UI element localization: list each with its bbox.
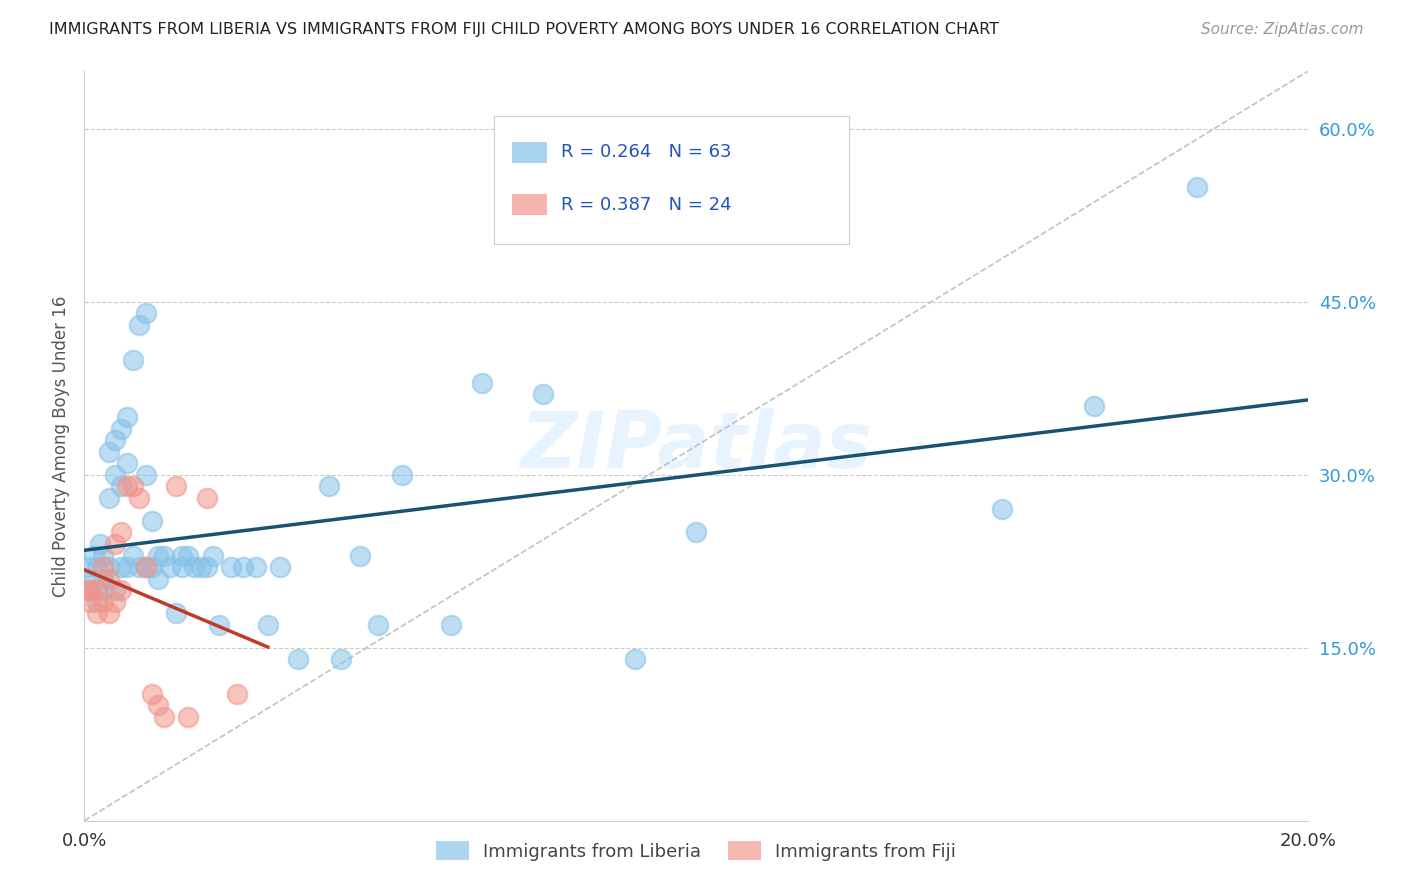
Point — [991, 502, 1014, 516]
Point — [257, 617, 280, 632]
Point — [165, 606, 187, 620]
Point — [79, 572, 101, 586]
Point — [89, 537, 111, 551]
Point — [79, 583, 101, 598]
Point — [110, 525, 132, 540]
Point — [91, 572, 114, 586]
Legend: Immigrants from Liberia, Immigrants from Fiji: Immigrants from Liberia, Immigrants from… — [429, 834, 963, 868]
Point — [471, 376, 494, 390]
Point — [76, 583, 98, 598]
Point — [97, 606, 120, 620]
Point — [128, 491, 150, 505]
Text: Source: ZipAtlas.com: Source: ZipAtlas.com — [1201, 22, 1364, 37]
Point — [104, 594, 127, 608]
Text: R = 0.264   N = 63: R = 0.264 N = 63 — [561, 144, 733, 161]
Point — [172, 560, 194, 574]
Point — [245, 560, 267, 574]
Point — [226, 687, 249, 701]
Point — [531, 387, 554, 401]
FancyBboxPatch shape — [513, 194, 547, 215]
Point — [135, 467, 157, 482]
Point — [128, 560, 150, 574]
Point — [86, 583, 108, 598]
Point — [159, 560, 181, 574]
Point — [330, 652, 353, 666]
Point — [91, 560, 114, 574]
Point — [153, 710, 176, 724]
Point — [1083, 399, 1105, 413]
Point — [135, 306, 157, 320]
Point — [91, 583, 114, 598]
Point — [79, 594, 101, 608]
Point — [91, 549, 114, 563]
Point — [86, 594, 108, 608]
Point — [624, 652, 647, 666]
Point — [97, 491, 120, 505]
Point — [135, 560, 157, 574]
Point — [141, 560, 163, 574]
Point — [97, 444, 120, 458]
FancyBboxPatch shape — [494, 116, 849, 244]
Point — [232, 560, 254, 574]
Point — [110, 479, 132, 493]
Text: ZIPatlas: ZIPatlas — [520, 408, 872, 484]
Point — [122, 352, 145, 367]
Text: R = 0.387   N = 24: R = 0.387 N = 24 — [561, 195, 733, 214]
Point — [141, 687, 163, 701]
Point — [110, 583, 132, 598]
Point — [165, 479, 187, 493]
Point — [135, 560, 157, 574]
Point — [128, 318, 150, 332]
Point — [104, 467, 127, 482]
Point — [177, 549, 200, 563]
Point — [86, 560, 108, 574]
Point — [122, 549, 145, 563]
Point — [146, 549, 169, 563]
Point — [153, 549, 176, 563]
Point — [177, 710, 200, 724]
Point — [110, 560, 132, 574]
Point — [349, 549, 371, 563]
Point — [104, 434, 127, 448]
Point — [86, 606, 108, 620]
Point — [367, 617, 389, 632]
Point — [219, 560, 242, 574]
Point — [76, 560, 98, 574]
Point — [97, 572, 120, 586]
Point — [287, 652, 309, 666]
Point — [195, 491, 218, 505]
Point — [391, 467, 413, 482]
Point — [201, 549, 224, 563]
Point — [146, 572, 169, 586]
Point — [208, 617, 231, 632]
Point — [122, 479, 145, 493]
Point — [172, 549, 194, 563]
Point — [104, 583, 127, 598]
Point — [91, 594, 114, 608]
Point — [79, 583, 101, 598]
Point — [110, 422, 132, 436]
Point — [190, 560, 212, 574]
Y-axis label: Child Poverty Among Boys Under 16: Child Poverty Among Boys Under 16 — [52, 295, 70, 597]
Point — [115, 560, 138, 574]
Point — [318, 479, 340, 493]
FancyBboxPatch shape — [513, 142, 547, 162]
Point — [440, 617, 463, 632]
Point — [83, 549, 105, 563]
Text: IMMIGRANTS FROM LIBERIA VS IMMIGRANTS FROM FIJI CHILD POVERTY AMONG BOYS UNDER 1: IMMIGRANTS FROM LIBERIA VS IMMIGRANTS FR… — [49, 22, 1000, 37]
Point — [104, 537, 127, 551]
Point — [685, 525, 707, 540]
Point — [115, 479, 138, 493]
Point — [141, 514, 163, 528]
Point — [146, 698, 169, 713]
Point — [269, 560, 291, 574]
Point — [195, 560, 218, 574]
Point — [115, 456, 138, 470]
Point — [183, 560, 205, 574]
Point — [97, 560, 120, 574]
Point — [115, 410, 138, 425]
Point — [1187, 179, 1209, 194]
